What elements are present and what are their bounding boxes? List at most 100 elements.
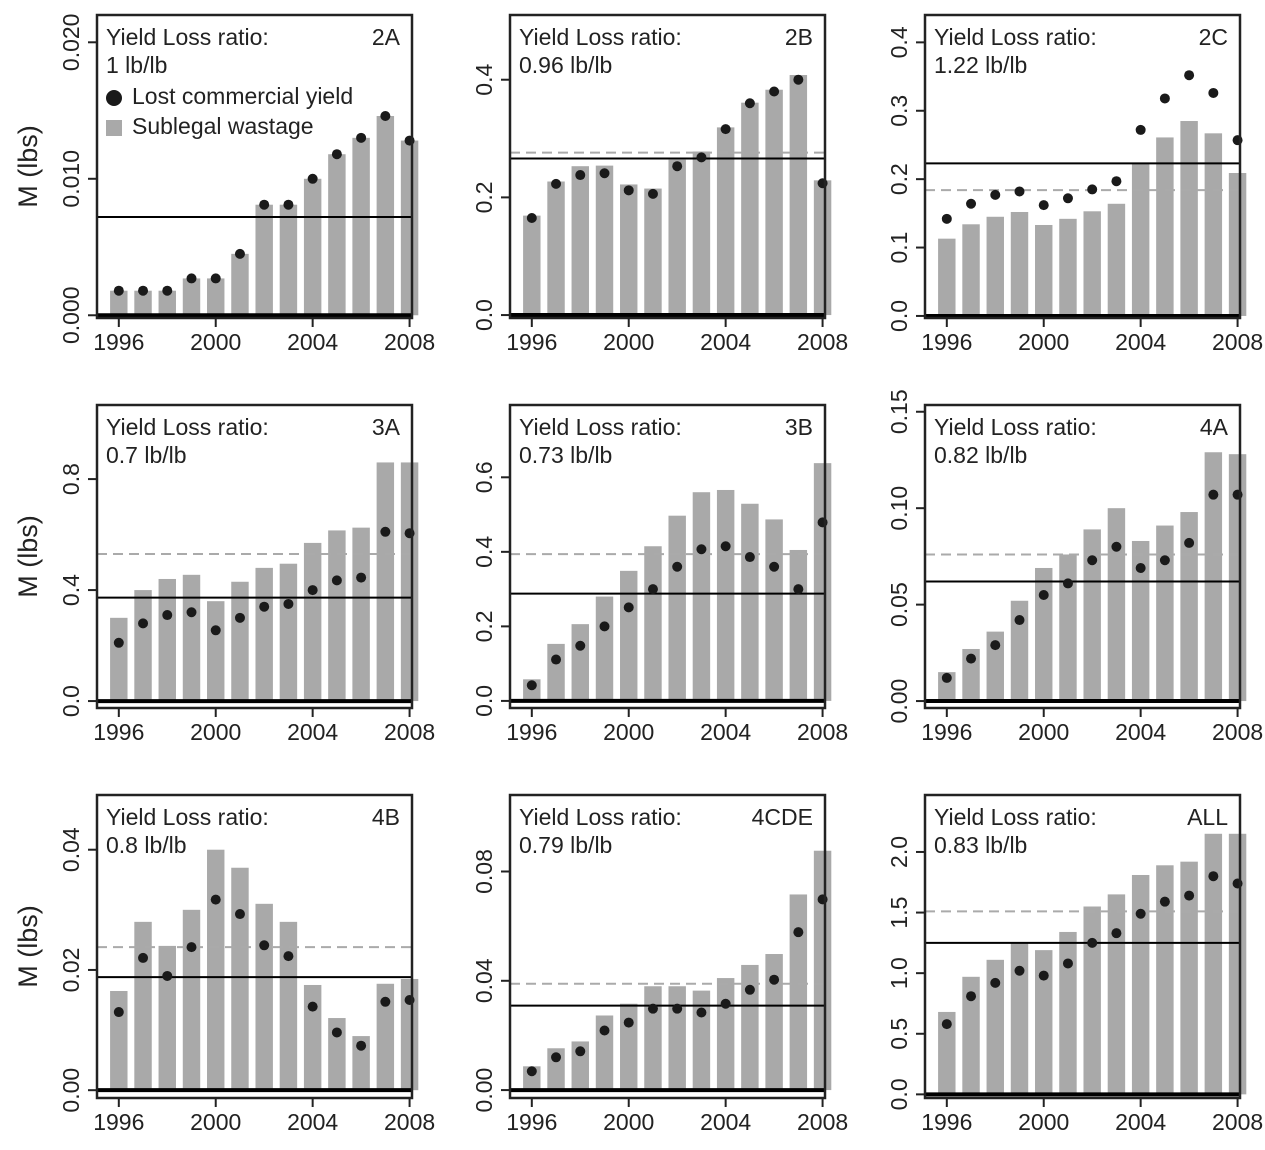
point xyxy=(647,584,658,595)
point xyxy=(331,575,342,586)
point xyxy=(1111,176,1122,187)
bar xyxy=(547,643,565,701)
point xyxy=(162,285,173,296)
point xyxy=(307,173,318,184)
bar xyxy=(1035,224,1053,316)
point xyxy=(720,541,731,552)
bar xyxy=(1107,894,1126,1095)
plot-frame xyxy=(508,403,827,710)
bar xyxy=(668,986,686,1091)
point xyxy=(1087,937,1098,948)
point xyxy=(672,161,683,172)
bar xyxy=(1010,600,1029,702)
point xyxy=(769,561,780,572)
bar xyxy=(523,215,541,316)
y-tick-label: 0.00 xyxy=(58,1068,84,1113)
point xyxy=(356,1040,367,1051)
bar xyxy=(352,137,370,316)
bar xyxy=(400,978,419,1091)
point xyxy=(259,199,270,210)
point xyxy=(113,1007,124,1018)
bar xyxy=(986,216,1004,316)
x-tick-label: 2008 xyxy=(384,329,435,355)
point xyxy=(380,996,391,1007)
point xyxy=(259,940,270,951)
bar xyxy=(158,290,176,316)
ratio-value: 1.22 lb/lb xyxy=(934,52,1027,78)
bar xyxy=(182,574,201,702)
bar xyxy=(1228,172,1247,316)
legend-marker xyxy=(106,90,122,106)
point xyxy=(259,601,270,612)
bar xyxy=(255,204,273,316)
x-tick-label: 1996 xyxy=(506,1109,557,1135)
panel: 0.00 0.04 0.08 1996 2000 2004 2008 Yield Loss r… xyxy=(471,793,848,1135)
plot-frame xyxy=(923,403,1242,710)
x-tick-label: 2004 xyxy=(287,719,338,745)
bar xyxy=(547,181,565,316)
point xyxy=(331,1027,342,1038)
x-tick-label: 1996 xyxy=(921,719,972,745)
point xyxy=(599,621,610,632)
point xyxy=(672,1003,683,1014)
point xyxy=(186,273,197,284)
point xyxy=(966,991,977,1002)
bar xyxy=(1083,529,1101,702)
bar xyxy=(692,990,711,1091)
y-tick-label: 0.05 xyxy=(886,582,912,627)
ratio-label: Yield Loss ratio: xyxy=(519,414,682,440)
y-axis-label: M (lbs) xyxy=(13,125,43,208)
bar xyxy=(741,964,759,1091)
x-tick-label: 1996 xyxy=(93,719,144,745)
x-tick-label: 2000 xyxy=(190,1109,241,1135)
bar xyxy=(182,278,201,316)
point xyxy=(990,977,1001,988)
bar xyxy=(328,530,346,702)
point xyxy=(1014,186,1025,197)
bar xyxy=(1156,865,1174,1095)
bar xyxy=(765,89,783,316)
y-tick-label: 0.00 xyxy=(471,1068,497,1113)
bar xyxy=(986,631,1004,702)
x-tick-label: 1996 xyxy=(921,329,972,355)
bar xyxy=(1107,508,1126,702)
panel: 0.00 0.05 0.10 0.15 1996 2000 2004 2008 Yield Lo… xyxy=(886,389,1263,745)
point xyxy=(1038,200,1049,211)
y-tick-label: 0.10 xyxy=(886,486,912,531)
bar xyxy=(938,1011,956,1095)
point xyxy=(113,285,124,296)
x-tick-label: 2008 xyxy=(384,1109,435,1135)
point xyxy=(307,585,318,596)
bar xyxy=(255,903,273,1091)
bar xyxy=(1204,452,1223,702)
bar xyxy=(595,1015,614,1091)
point xyxy=(769,974,780,985)
x-tick-label: 2008 xyxy=(1212,1109,1263,1135)
bar xyxy=(668,159,686,316)
bar xyxy=(595,596,614,701)
bar xyxy=(620,570,638,701)
bar xyxy=(303,178,322,316)
x-tick-label: 2008 xyxy=(797,329,848,355)
y-tick-label: 0.4 xyxy=(471,536,497,568)
y-tick-label: 0.8 xyxy=(58,463,84,495)
point xyxy=(1038,970,1049,981)
point xyxy=(138,285,149,296)
bar xyxy=(1059,218,1077,316)
bar xyxy=(279,563,298,702)
x-tick-label: 2004 xyxy=(1115,329,1166,355)
bar xyxy=(986,959,1004,1095)
point xyxy=(623,1017,634,1028)
y-tick-label: 0.2 xyxy=(886,163,912,195)
point xyxy=(380,526,391,537)
point xyxy=(744,552,755,563)
bar xyxy=(231,253,249,316)
point xyxy=(551,654,562,665)
point xyxy=(1014,615,1025,626)
point xyxy=(744,984,755,995)
y-tick-label: 2.0 xyxy=(886,836,912,868)
bar xyxy=(1035,950,1053,1095)
x-tick-label: 2008 xyxy=(797,1109,848,1135)
point xyxy=(793,927,804,938)
bar xyxy=(1180,861,1198,1095)
